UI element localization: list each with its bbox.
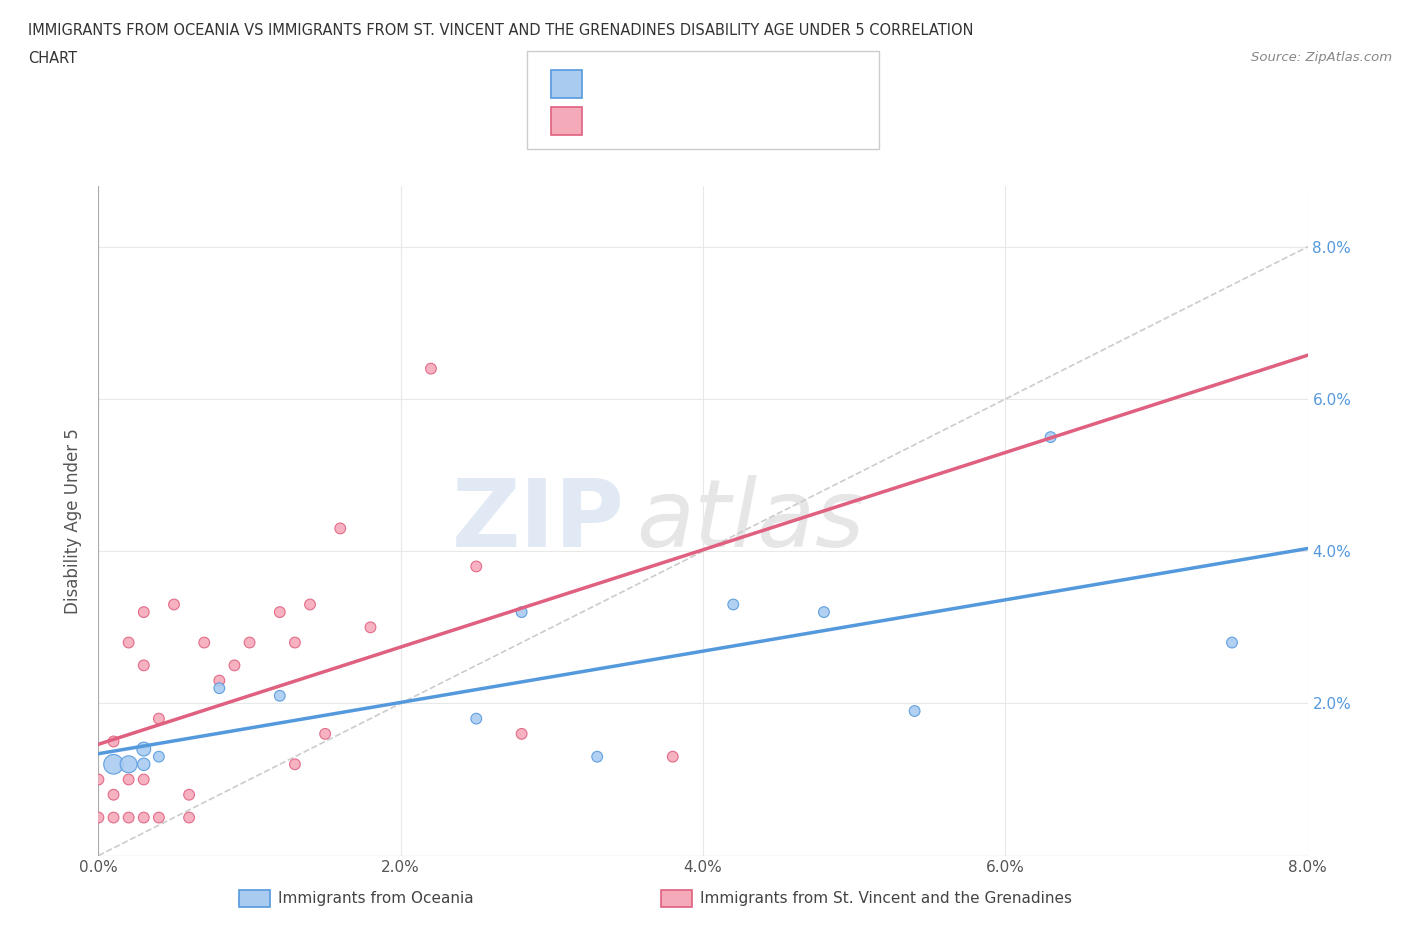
Point [132,772,155,787]
Point [1039,430,1062,445]
Point [87,772,110,787]
Point [103,757,125,772]
Point [269,604,291,619]
Point [148,711,170,726]
Point [87,810,110,825]
Text: R = 0.326    N = 15: R = 0.326 N = 15 [593,72,815,92]
Point [118,757,141,772]
Point [208,681,231,696]
Point [193,635,215,650]
Point [329,521,352,536]
Point [269,688,291,703]
Point [132,741,155,756]
Point [103,810,125,825]
Y-axis label: Disability Age Under 5: Disability Age Under 5 [65,428,83,614]
Point [132,658,155,672]
Point [723,597,745,612]
Point [224,658,246,672]
Point [148,810,170,825]
Point [465,711,488,726]
Point [510,726,533,741]
Point [299,597,322,612]
Point [420,361,443,376]
Text: IMMIGRANTS FROM OCEANIA VS IMMIGRANTS FROM ST. VINCENT AND THE GRENADINES DISABI: IMMIGRANTS FROM OCEANIA VS IMMIGRANTS FR… [28,23,973,38]
Point [132,810,155,825]
Point [179,788,201,803]
Point [148,750,170,764]
Text: R = 0.289    N = 32: R = 0.289 N = 32 [593,109,815,129]
Point [132,604,155,619]
Point [662,750,685,764]
Text: Source: ZipAtlas.com: Source: ZipAtlas.com [1251,51,1392,64]
Text: atlas: atlas [637,475,865,566]
Point [465,559,488,574]
Point [813,604,835,619]
Point [103,788,125,803]
Point [163,597,186,612]
Text: ZIP: ZIP [451,475,624,566]
Point [118,772,141,787]
Point [132,757,155,772]
Point [284,635,307,650]
Point [208,673,231,688]
Text: Immigrants from Oceania: Immigrants from Oceania [278,891,474,906]
Point [586,750,609,764]
Text: Immigrants from St. Vincent and the Grenadines: Immigrants from St. Vincent and the Gren… [700,891,1073,906]
Point [103,734,125,749]
Point [118,635,141,650]
Point [284,757,307,772]
Point [314,726,336,741]
Point [118,810,141,825]
Point [239,635,262,650]
Point [1220,635,1243,650]
Point [904,704,927,719]
Text: CHART: CHART [28,51,77,66]
Point [510,604,533,619]
Point [179,810,201,825]
Point [360,620,382,635]
